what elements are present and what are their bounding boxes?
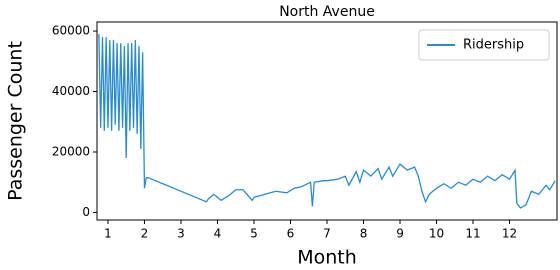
x-tick-label: 10 — [429, 227, 444, 241]
y-tick-label: 0 — [82, 205, 90, 219]
x-tick-label: 2 — [141, 227, 149, 241]
x-tick-label: 9 — [396, 227, 404, 241]
y-axis-label: Passenger Count — [5, 41, 27, 201]
x-tick-label: 8 — [360, 227, 368, 241]
x-tick-label: 4 — [214, 227, 222, 241]
y-tick-label: 60000 — [52, 24, 90, 38]
legend-box — [418, 29, 550, 61]
x-tick-label: 5 — [250, 227, 258, 241]
y-tick-label: 40000 — [52, 84, 90, 98]
x-tick-label: 11 — [465, 227, 480, 241]
legend-label: Ridership — [463, 38, 524, 53]
x-axis-label: Month — [297, 247, 357, 269]
x-tick-label: 6 — [287, 227, 295, 241]
x-tick-label: 1 — [104, 227, 112, 241]
line-series — [98, 34, 556, 209]
chart-title: North Avenue — [279, 4, 375, 20]
x-tick-label: 12 — [502, 227, 517, 241]
x-tick-label: 3 — [177, 227, 185, 241]
x-tick-label: 7 — [323, 227, 331, 241]
y-tick-label: 20000 — [52, 144, 90, 158]
